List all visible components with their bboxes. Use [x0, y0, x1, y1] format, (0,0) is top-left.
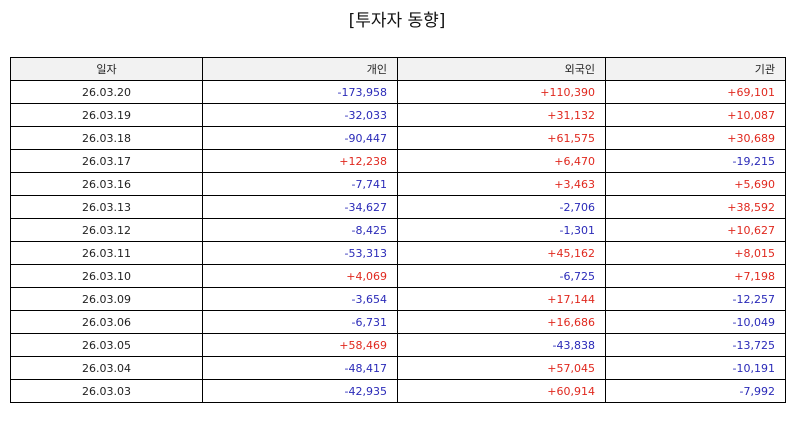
date-cell: 26.03.03 — [10, 379, 203, 403]
column-header-foreign: 외국인 — [397, 57, 606, 81]
table-row: 26.03.16 -7,741 +3,463 +5,690 — [10, 172, 786, 196]
table-row: 26.03.17 +12,238 +6,470 -19,215 — [10, 149, 786, 173]
institution-cell: -13,725 — [605, 333, 786, 357]
table-row: 26.03.11 -53,313 +45,162 +8,015 — [10, 241, 786, 265]
institution-cell: -12,257 — [605, 287, 786, 311]
institution-cell: +10,627 — [605, 218, 786, 242]
foreign-cell: -2,706 — [397, 195, 606, 219]
table-row: 26.03.06 -6,731 +16,686 -10,049 — [10, 310, 786, 334]
table-row: 26.03.03 -42,935 +60,914 -7,992 — [10, 379, 786, 403]
table-row: 26.03.12 -8,425 -1,301 +10,627 — [10, 218, 786, 242]
date-cell: 26.03.16 — [10, 172, 203, 196]
institution-cell: +7,198 — [605, 264, 786, 288]
individual-cell: -48,417 — [202, 356, 398, 380]
date-cell: 26.03.10 — [10, 264, 203, 288]
individual-cell: -6,731 — [202, 310, 398, 334]
table-row: 26.03.04 -48,417 +57,045 -10,191 — [10, 356, 786, 380]
institution-cell: +30,689 — [605, 126, 786, 150]
individual-cell: -3,654 — [202, 287, 398, 311]
individual-cell: -53,313 — [202, 241, 398, 265]
date-cell: 26.03.04 — [10, 356, 203, 380]
table-body: 26.03.20 -173,958 +110,390 +69,101 26.03.19-… — [10, 80, 786, 403]
table-row: 26.03.19 -32,033 +31,132 +10,087 — [10, 103, 786, 127]
institution-cell: +10,087 — [605, 103, 786, 127]
individual-cell: -90,447 — [202, 126, 398, 150]
individual-cell: +12,238 — [202, 149, 398, 173]
date-cell: 26.03.12 — [10, 218, 203, 242]
table-row: 26.03.09 -3,654 +17,144 -12,257 — [10, 287, 786, 311]
date-cell: 26.03.17 — [10, 149, 203, 173]
foreign-cell: +17,144 — [397, 287, 606, 311]
date-cell: 26.03.13 — [10, 195, 203, 219]
foreign-cell: +60,914 — [397, 379, 606, 403]
date-cell: 26.03.20 — [10, 80, 203, 104]
foreign-cell: +61,575 — [397, 126, 606, 150]
individual-cell: -32,033 — [202, 103, 398, 127]
institution-cell: -10,191 — [605, 356, 786, 380]
column-header-institution: 기관 — [605, 57, 786, 81]
individual-cell: -7,741 — [202, 172, 398, 196]
institution-cell: +69,101 — [605, 80, 786, 104]
column-header-individual: 개인 — [202, 57, 398, 81]
foreign-cell: -1,301 — [397, 218, 606, 242]
date-cell: 26.03.19 — [10, 103, 203, 127]
table-row: 26.03.13 -34,627 -2,706 +38,592 — [10, 195, 786, 219]
date-cell: 26.03.18 — [10, 126, 203, 150]
date-cell: 26.03.11 — [10, 241, 203, 265]
column-header-date: 일자 — [10, 57, 203, 81]
individual-cell: -34,627 — [202, 195, 398, 219]
table-row: 26.03.05 +58,469 -43,838 -13,725 — [10, 333, 786, 357]
institution-cell: -19,215 — [605, 149, 786, 173]
foreign-cell: +31,132 — [397, 103, 606, 127]
foreign-cell: +45,162 — [397, 241, 606, 265]
date-cell: 26.03.05 — [10, 333, 203, 357]
date-cell: 26.03.06 — [10, 310, 203, 334]
foreign-cell: -6,725 — [397, 264, 606, 288]
investor-trend-table: 일자 개인 외국인 기관 26.03.20 -173,958 +110,390 +69… — [10, 57, 786, 403]
individual-cell: -42,935 — [202, 379, 398, 403]
table-row: 26.03.10 +4,069 -6,725 +7,198 — [10, 264, 786, 288]
institution-cell: +8,015 — [605, 241, 786, 265]
date-cell: 26.03.09 — [10, 287, 203, 311]
foreign-cell: +6,470 — [397, 149, 606, 173]
foreign-cell: +110,390 — [397, 80, 606, 104]
table-row: 26.03.18 -90,447 +61,575 +30,689 — [10, 126, 786, 150]
individual-cell: +4,069 — [202, 264, 398, 288]
foreign-cell: -43,838 — [397, 333, 606, 357]
institution-cell: +5,690 — [605, 172, 786, 196]
individual-cell: +58,469 — [202, 333, 398, 357]
institution-cell: -7,992 — [605, 379, 786, 403]
individual-cell: -8,425 — [202, 218, 398, 242]
individual-cell: -173,958 — [202, 80, 398, 104]
table-row: 26.03.20 -173,958 +110,390 +69,101 — [10, 80, 786, 104]
foreign-cell: +3,463 — [397, 172, 606, 196]
foreign-cell: +16,686 — [397, 310, 606, 334]
institution-cell: -10,049 — [605, 310, 786, 334]
institution-cell: +38,592 — [605, 195, 786, 219]
table-header-row: 일자 개인 외국인 기관 — [10, 57, 786, 81]
foreign-cell: +57,045 — [397, 356, 606, 380]
page-title: [투자자 동향] — [348, 11, 446, 31]
